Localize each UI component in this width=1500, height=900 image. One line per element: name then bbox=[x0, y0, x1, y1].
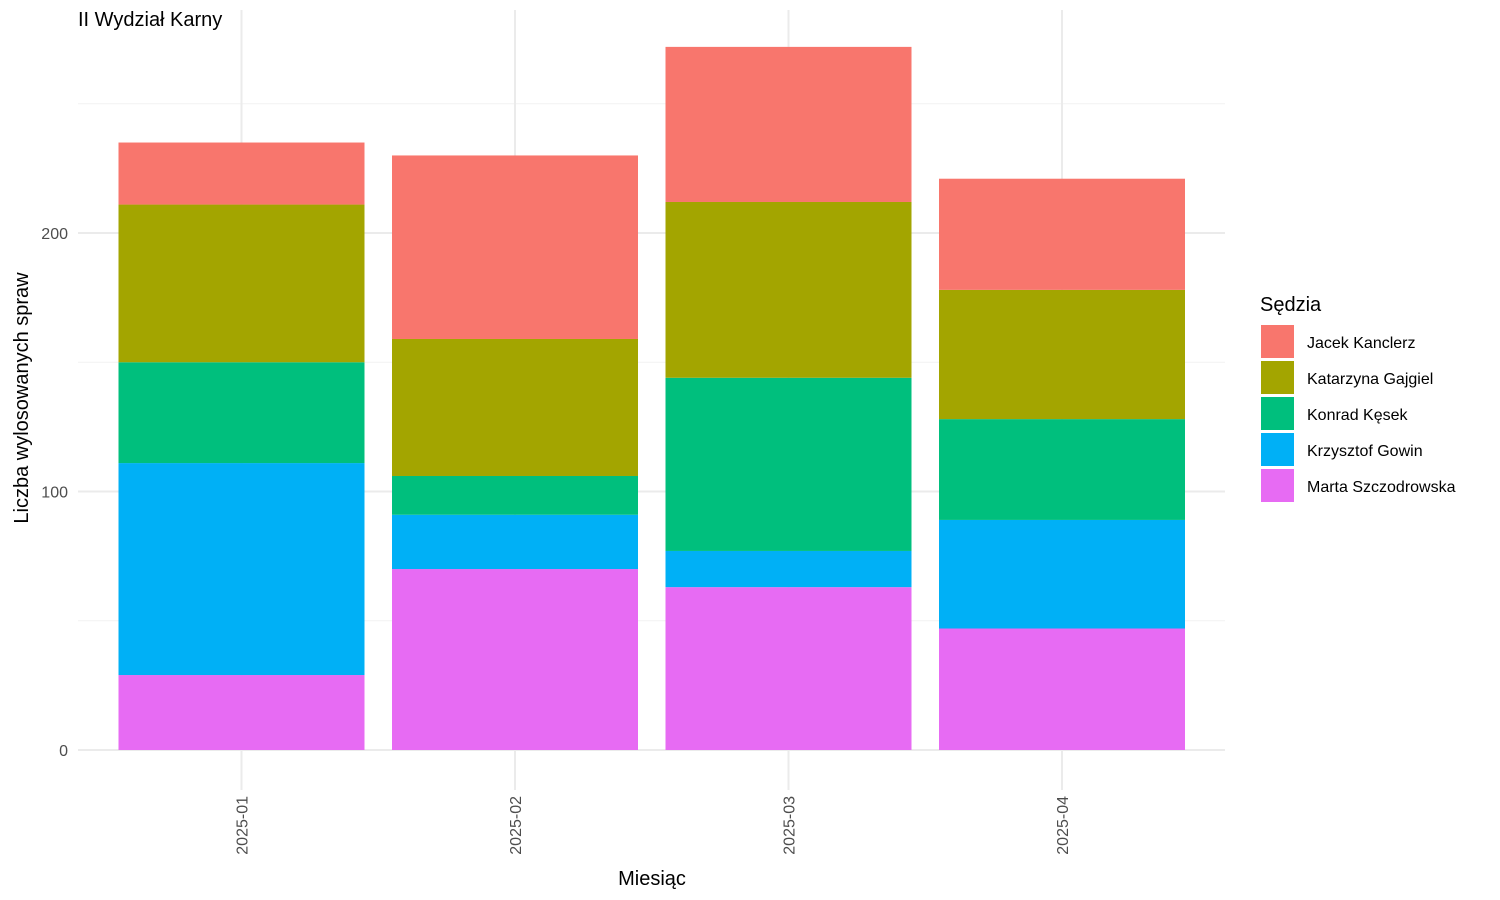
bar-segment bbox=[118, 362, 365, 464]
bar-segment bbox=[118, 675, 365, 750]
bar-segment bbox=[118, 142, 365, 205]
bar-segment bbox=[665, 587, 912, 750]
x-axis-ticks: 2025-01 2025-02 2025-03 2025-04 bbox=[235, 796, 1073, 855]
legend-label: Jacek Kanclerz bbox=[1307, 335, 1416, 352]
legend-swatch bbox=[1261, 397, 1294, 430]
bar-segment bbox=[392, 514, 638, 570]
x-tick-label: 2025-02 bbox=[508, 796, 525, 855]
bar-segment bbox=[392, 338, 638, 476]
bar-segment bbox=[939, 628, 1185, 750]
bar-segment bbox=[665, 201, 912, 378]
legend-swatch bbox=[1261, 469, 1294, 502]
x-tick-label: 2025-01 bbox=[235, 796, 252, 855]
legend-title: Sędzia bbox=[1260, 294, 1322, 316]
x-tick-label: 2025-03 bbox=[782, 796, 799, 855]
y-tick-label: 0 bbox=[59, 743, 68, 760]
y-axis-label: Liczba wylosowanych spraw bbox=[11, 272, 33, 524]
legend-label: Konrad Kęsek bbox=[1307, 407, 1409, 424]
bar-segment bbox=[939, 289, 1185, 420]
chart-title: II Wydział Karny bbox=[78, 9, 222, 31]
y-tick-label: 200 bbox=[41, 226, 68, 243]
x-tick-label: 2025-04 bbox=[1055, 796, 1072, 855]
x-axis-label: Miesiąc bbox=[618, 868, 686, 890]
legend-swatch bbox=[1261, 433, 1294, 466]
y-tick-label: 100 bbox=[41, 485, 68, 502]
bar-segment bbox=[665, 550, 912, 588]
bar-segment bbox=[392, 475, 638, 515]
bar-segment bbox=[939, 419, 1185, 520]
bar-segment bbox=[118, 204, 365, 363]
legend-label: Marta Szczodrowska bbox=[1307, 479, 1456, 496]
bars bbox=[118, 46, 1185, 750]
bar-segment bbox=[665, 46, 912, 202]
legend-swatch bbox=[1261, 361, 1294, 394]
bar-segment bbox=[118, 463, 365, 676]
bar-segment bbox=[392, 569, 638, 750]
y-axis-ticks: 0 100 200 bbox=[41, 226, 68, 760]
bar-segment bbox=[665, 377, 912, 551]
legend: Sędzia Jacek Kanclerz Katarzyna Gajgiel Ko… bbox=[1260, 294, 1456, 502]
bar-segment bbox=[392, 155, 638, 339]
bar-segment bbox=[939, 519, 1185, 629]
bar-segment bbox=[939, 178, 1185, 290]
legend-swatch bbox=[1261, 325, 1294, 358]
legend-label: Katarzyna Gajgiel bbox=[1307, 371, 1433, 388]
legend-label: Krzysztof Gowin bbox=[1307, 443, 1423, 460]
